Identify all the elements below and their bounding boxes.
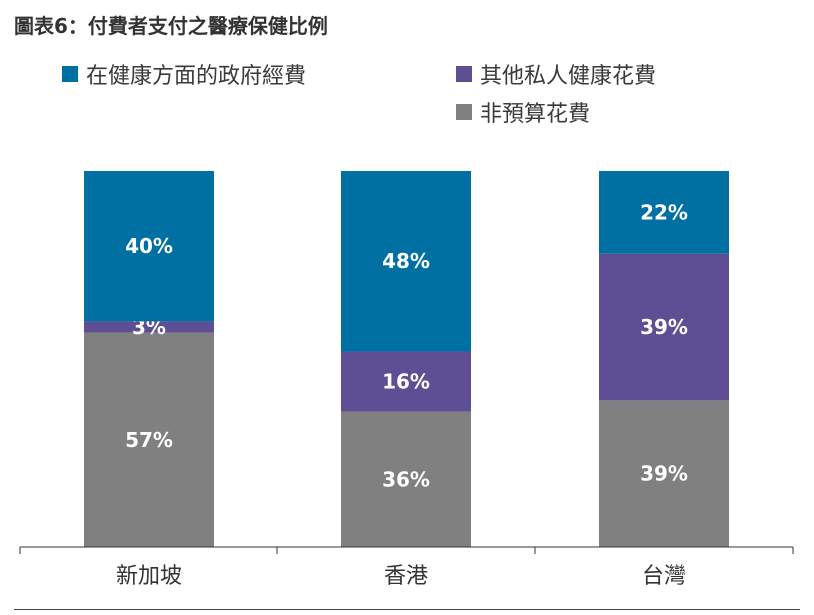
data-label: 48% <box>382 249 430 273</box>
legend-item-government: 在健康方面的政府經費 <box>62 58 306 90</box>
bar-segment <box>341 171 471 352</box>
legend-swatch-private <box>456 66 472 82</box>
bar-segment <box>599 253 729 401</box>
footer-divider <box>14 609 800 610</box>
bar-segment <box>84 321 214 333</box>
category-label: 台灣 <box>642 564 686 589</box>
data-label: 36% <box>382 467 430 491</box>
bar-segment <box>599 171 729 254</box>
data-label: 40% <box>125 234 173 258</box>
category-label: 新加坡 <box>116 564 182 589</box>
chart-title: 圖表6：付費者支付之醫療保健比例 <box>14 14 328 38</box>
data-label: 57% <box>125 428 173 452</box>
bar-segment <box>341 351 471 412</box>
legend-label-government: 在健康方面的政府經費 <box>86 64 307 89</box>
legend-item-private: 其他私人健康花費 <box>456 58 656 90</box>
data-label: 39% <box>640 315 688 339</box>
data-label: 39% <box>640 462 688 486</box>
bar-segment <box>84 332 214 547</box>
bar-segment <box>341 411 471 547</box>
legend-label-private: 其他私人健康花費 <box>480 64 657 89</box>
legend-label-out-of-pocket: 非預算花費 <box>480 102 591 127</box>
data-label: 22% <box>640 200 688 224</box>
bar-segment <box>599 400 729 547</box>
legend-swatch-out-of-pocket <box>456 104 472 120</box>
legend-swatch-government <box>62 66 78 82</box>
category-label: 香港 <box>384 564 428 589</box>
bar-segment <box>84 171 214 322</box>
legend-item-out-of-pocket: 非預算花費 <box>456 96 590 128</box>
data-label: 16% <box>382 370 430 394</box>
